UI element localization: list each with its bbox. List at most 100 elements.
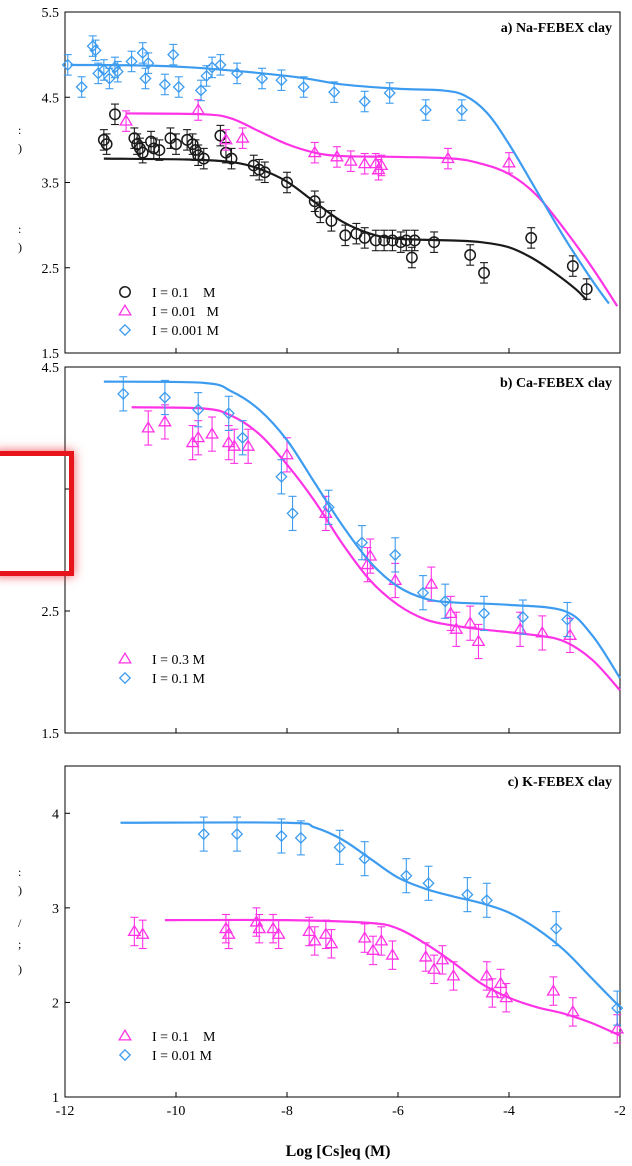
highlight-box xyxy=(0,451,74,576)
data-point xyxy=(266,921,281,934)
y-tick-label: 1.5 xyxy=(42,347,60,362)
data-point xyxy=(516,610,529,624)
data-point xyxy=(252,921,267,934)
data-point xyxy=(358,95,371,108)
data-point xyxy=(275,74,288,87)
fit-curve xyxy=(120,821,621,1008)
data-point xyxy=(400,869,413,882)
data-point xyxy=(281,176,293,189)
y-tick-label: 4.5 xyxy=(42,361,60,376)
data-point xyxy=(449,622,464,634)
y-tick-label: 2.5 xyxy=(42,605,60,620)
data-point xyxy=(222,407,235,420)
data-point xyxy=(479,968,494,981)
data-point xyxy=(235,131,250,143)
data-point xyxy=(103,72,116,85)
panel-b-ca-febex: 1.5 2.5 4.5 b) Ca-FEBEX clay I = 0.3 M I = 0.… xyxy=(42,361,621,742)
panel-c-k-febex: 1 2 3 4 -12 -10 -8 -6 -4 -2 c) K-FEBEX clay I = 0.1… xyxy=(52,765,626,1119)
y-axis-label-fragment: ) xyxy=(18,141,22,155)
data-point xyxy=(374,933,389,946)
legend-label: I = 0.1 M xyxy=(152,672,206,687)
fit-curve xyxy=(164,918,621,1037)
x-tick-label: -8 xyxy=(281,1104,293,1119)
data-point xyxy=(427,962,442,974)
data-point xyxy=(580,283,593,296)
data-point xyxy=(374,158,389,171)
data-point xyxy=(205,427,220,439)
y-tick-label: 2.5 xyxy=(42,262,60,277)
legend-label: I = 0.01 M xyxy=(152,1049,213,1064)
data-point xyxy=(386,234,399,247)
data-point xyxy=(197,827,210,841)
data-point xyxy=(192,403,205,416)
data-point xyxy=(297,80,310,94)
data-point xyxy=(136,46,149,60)
data-point xyxy=(275,470,288,483)
y-axis-label-fragment: ) xyxy=(18,883,22,897)
data-point xyxy=(170,138,182,151)
y-tick-label: 1.5 xyxy=(42,727,60,742)
data-point xyxy=(135,927,150,939)
data-point xyxy=(200,69,213,83)
y-tick-label: 3 xyxy=(52,902,59,917)
y-tick-label: 2 xyxy=(52,996,59,1011)
data-point xyxy=(158,391,172,404)
data-point xyxy=(89,44,102,57)
data-point xyxy=(230,827,244,841)
legend-marker xyxy=(118,671,132,685)
data-point xyxy=(127,924,142,937)
data-point xyxy=(214,58,227,71)
data-point xyxy=(158,78,172,91)
data-point xyxy=(358,852,371,865)
data-point xyxy=(565,1004,580,1017)
data-point xyxy=(219,132,233,145)
legend-label: I = 0.1 M xyxy=(152,1030,216,1045)
data-point xyxy=(86,39,99,53)
data-point xyxy=(194,84,208,97)
data-point xyxy=(358,231,371,244)
data-point xyxy=(477,607,491,620)
data-point xyxy=(136,146,149,159)
fit-curve xyxy=(70,63,610,305)
data-point xyxy=(307,933,322,946)
data-point xyxy=(378,234,391,247)
data-point xyxy=(255,72,269,85)
data-point xyxy=(471,634,486,647)
legend-marker xyxy=(118,303,132,316)
data-point xyxy=(461,888,474,901)
data-point xyxy=(308,195,321,208)
data-point xyxy=(225,152,238,165)
data-point xyxy=(153,144,166,157)
data-point xyxy=(418,949,433,962)
y-tick-label: 4.5 xyxy=(42,91,60,106)
y-axis-label-fragment: / xyxy=(18,916,22,930)
data-point xyxy=(275,829,288,843)
fit-curve xyxy=(131,406,621,692)
data-point xyxy=(100,138,113,151)
data-point xyxy=(314,206,327,219)
data-point xyxy=(142,57,155,70)
data-point xyxy=(546,984,561,996)
legend-label: I = 0.3 M xyxy=(152,653,206,668)
data-point xyxy=(525,231,538,244)
data-point xyxy=(405,251,418,264)
y-tick-label: 1 xyxy=(52,1091,59,1106)
x-tick-label: -4 xyxy=(503,1104,515,1119)
data-point xyxy=(339,229,352,242)
data-point xyxy=(111,65,124,78)
data-point xyxy=(145,135,157,148)
data-point xyxy=(294,831,307,844)
y-axis-label-fragments: : ) : ) : ) / ; ) xyxy=(18,123,22,976)
data-point xyxy=(333,841,346,854)
panel-title: b) Ca-FEBEX clay xyxy=(500,376,612,391)
data-point xyxy=(318,927,333,939)
data-point xyxy=(307,145,322,158)
data-point xyxy=(446,968,461,981)
data-point xyxy=(109,108,121,121)
legend-label: I = 0.01 M xyxy=(152,305,220,320)
data-point xyxy=(424,577,439,589)
data-point xyxy=(302,924,317,937)
data-point xyxy=(75,80,88,94)
data-point xyxy=(186,138,199,151)
